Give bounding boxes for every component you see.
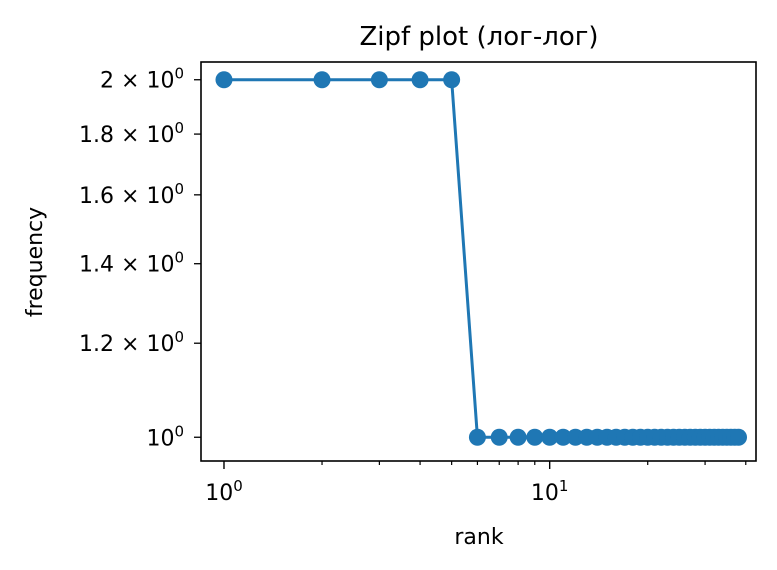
series-line [223,78,739,439]
y-tick-label: 1.8 × 100 [79,119,184,148]
x-axis-label: rank [454,525,503,550]
y-axis: 100 1.2 × 100 1.4 × 100 1.6 × 100 1.8 × 100 2… [79,65,201,451]
data-point [468,428,486,446]
data-point [215,71,233,89]
data-point [526,428,544,446]
data-point [554,428,572,446]
y-tick-label: 100 [146,422,184,451]
data-point [443,71,461,89]
data-point [370,71,388,89]
y-tick-label: 1.6 × 100 [79,180,184,209]
x-tick-label: 101 [531,477,569,506]
data-point [411,71,429,89]
x-tick-label: 100 [205,477,243,506]
data-point [490,428,508,446]
y-tick-label: 1.2 × 100 [79,328,184,357]
y-tick-label: 2 × 100 [100,65,184,94]
data-point [730,428,748,446]
y-tick-label: 1.4 × 100 [79,249,184,278]
data-point [313,71,331,89]
data-point [509,428,527,446]
y-axis-label: frequency [23,207,48,317]
chart-title: Zipf plot (лог-лог) [359,22,598,52]
plot-area [200,61,757,462]
data-point [541,428,559,446]
frequency-series [215,71,748,446]
x-axis: 100 101 [205,461,747,506]
